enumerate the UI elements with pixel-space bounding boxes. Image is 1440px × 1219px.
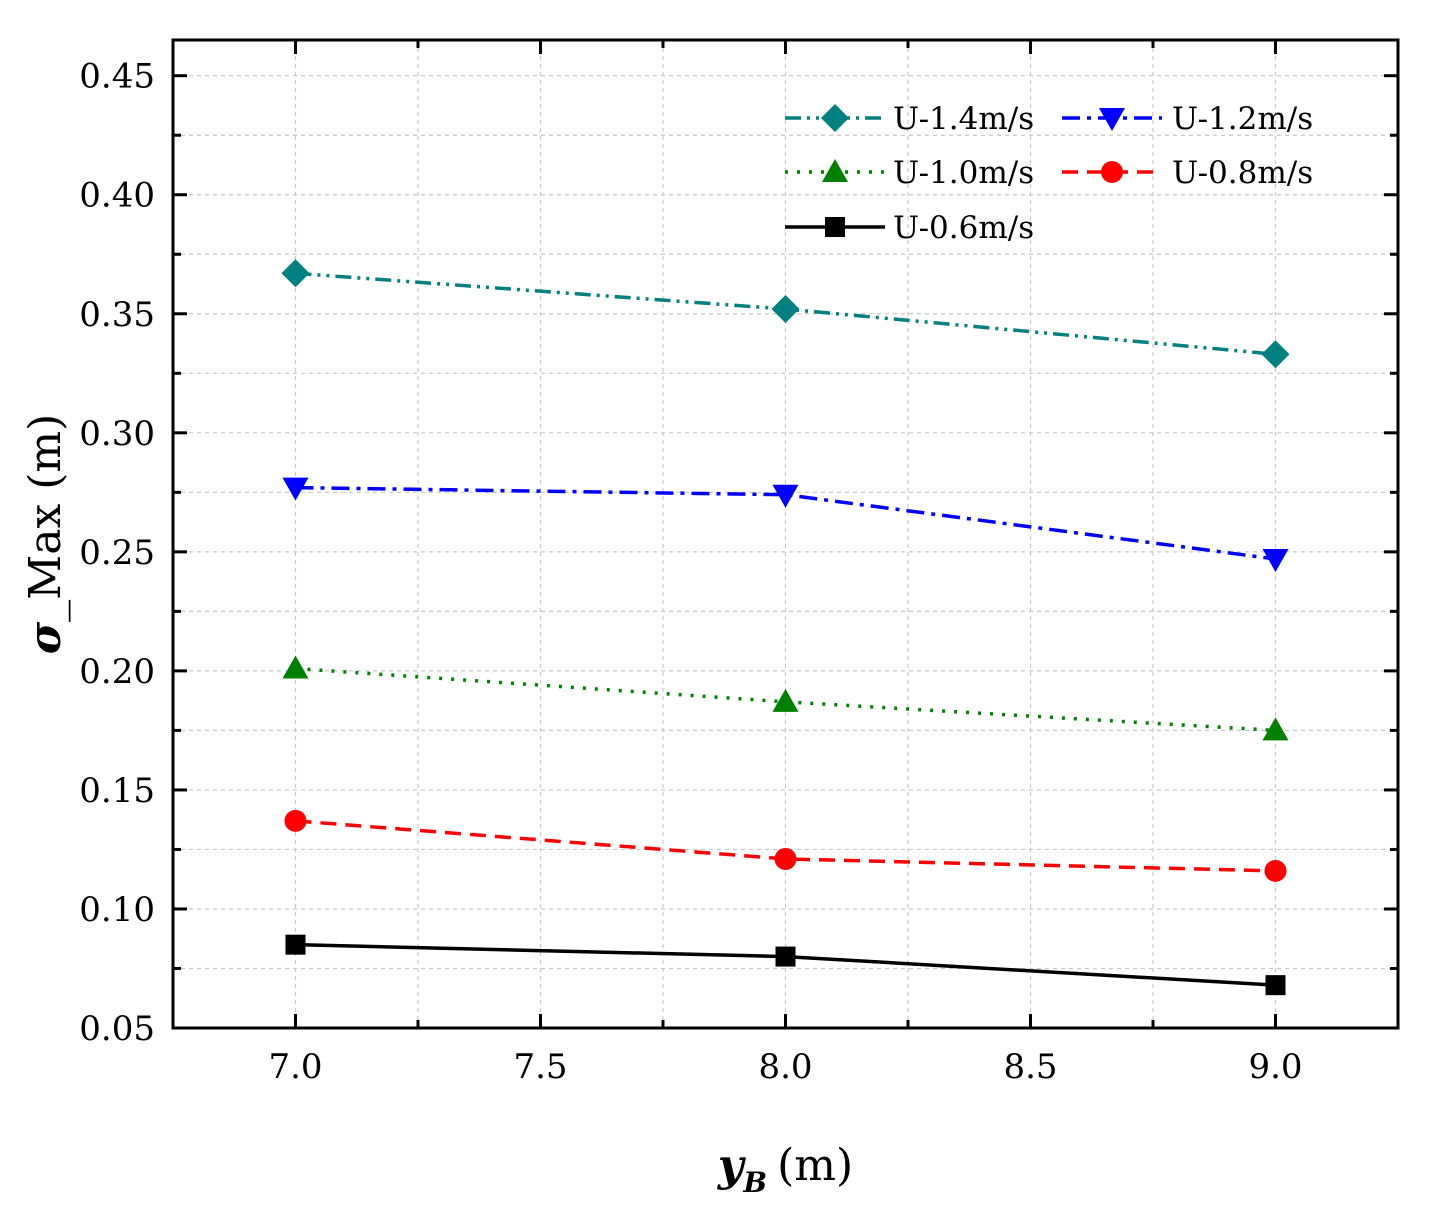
x-tick-label: 7.0 (268, 1047, 322, 1087)
y-axis-symbol: σ (20, 621, 71, 654)
legend-item: U-1.0m/s (785, 155, 1034, 191)
data-point (774, 847, 797, 870)
series-line (295, 485, 1276, 561)
y-tick-label: 0.40 (79, 176, 155, 216)
data-point (284, 809, 307, 832)
y-tick-label: 0.15 (79, 771, 155, 811)
series-U-0.6m/s (285, 934, 1286, 996)
series-U-1.2m/s (282, 477, 1289, 572)
series-layer (281, 259, 1290, 996)
series-U-0.8m/s (284, 809, 1287, 882)
data-point (1262, 548, 1289, 572)
series-line (295, 819, 1276, 873)
data-point (1261, 340, 1290, 369)
y-tick-label: 0.35 (79, 295, 155, 335)
data-point (1262, 717, 1289, 741)
y-axis-title: σ_Max (m) (20, 414, 71, 655)
plot-frame (171, 38, 1400, 1030)
data-point (772, 484, 799, 508)
legend-label: U-1.0m/s (893, 155, 1034, 191)
y-tick-label: 0.10 (79, 890, 155, 930)
x-tick-label: 7.5 (513, 1047, 567, 1087)
data-point (775, 946, 796, 967)
x-tick-label: 9.0 (1248, 1047, 1302, 1087)
data-point (282, 477, 309, 501)
legend-item: U-1.4m/s (785, 101, 1034, 137)
y-tick-label: 0.20 (79, 652, 155, 692)
x-axis-unit: (m) (777, 1140, 853, 1191)
legend-label: U-0.8m/s (1172, 155, 1313, 191)
data-point (1264, 859, 1287, 882)
legend-label: U-1.4m/s (893, 101, 1034, 137)
series-U-1.0m/s (282, 655, 1289, 741)
legend-item: U-1.2m/s (1062, 101, 1313, 137)
data-point (1265, 975, 1286, 996)
x-tick-label: 8.0 (758, 1047, 812, 1087)
x-axis-title: yB (m) (717, 1140, 853, 1199)
series-line (295, 666, 1276, 733)
y-tick-label: 0.45 (79, 57, 155, 97)
legend-marker (1101, 161, 1123, 183)
legend: U-1.4m/s U-1.2m/s U-1.0m/s U-0.8m/s U-0.6m/s (785, 101, 1313, 246)
legend-marker (821, 104, 849, 132)
data-point (282, 655, 309, 679)
data-point (281, 259, 310, 288)
data-point (285, 934, 306, 955)
data-point (771, 295, 800, 324)
tick-labels: 7.0 7.5 8.0 8.5 9.0 0.05 0.10 0.15 0.20 0.25 0.30 0… (79, 57, 1302, 1087)
series-U-1.4m/s (281, 259, 1290, 369)
x-axis-symbol: y (717, 1140, 747, 1191)
legend-marker (822, 159, 848, 182)
x-tick-label: 8.5 (1003, 1047, 1057, 1087)
data-point (772, 688, 799, 712)
legend-marker (825, 217, 845, 237)
legend-marker (1099, 108, 1125, 131)
y-tick-label: 0.30 (79, 414, 155, 454)
y-axis-rest: _Max (m) (20, 414, 71, 622)
x-axis-subscript: B (742, 1166, 767, 1199)
y-tick-label: 0.25 (79, 533, 155, 573)
legend-item: U-0.8m/s (1062, 155, 1313, 191)
legend-item: U-0.6m/s (785, 210, 1034, 246)
y-tick-label: 0.05 (79, 1009, 155, 1049)
legend-label: U-0.6m/s (893, 210, 1034, 246)
legend-label: U-1.2m/s (1172, 101, 1313, 137)
